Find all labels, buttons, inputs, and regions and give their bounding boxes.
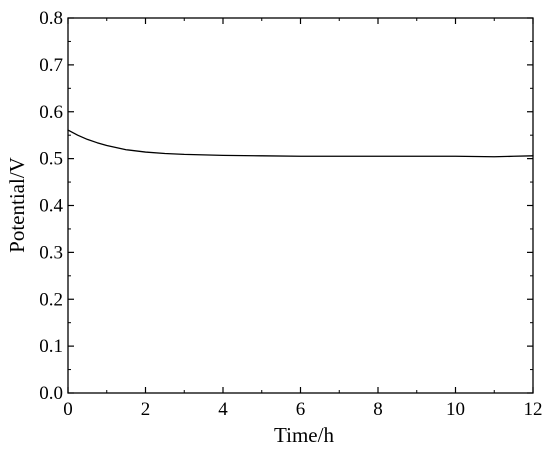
y-tick-label-0: 0.0 <box>39 383 63 404</box>
y-tick-label-4: 0.4 <box>39 196 63 217</box>
y-tick-label-1: 0.1 <box>39 336 63 357</box>
x-tick-label-3: 6 <box>296 399 306 420</box>
plot-frame <box>67 17 534 394</box>
y-tick-label-3: 0.3 <box>39 242 63 263</box>
x-tick-label-0: 0 <box>63 399 73 420</box>
y-axis-title: Potential/V <box>5 157 29 253</box>
y-tick-label-5: 0.5 <box>39 149 63 170</box>
x-tick-label-5: 10 <box>446 399 465 420</box>
plot-area: 0 2 4 6 8 10 12 0.0 0.1 0.2 0.3 0.4 0.5 0.6 0.7 0.8 <box>39 8 542 420</box>
x-tick-label-4: 8 <box>373 399 383 420</box>
x-tick-label-6: 12 <box>524 399 543 420</box>
x-axis-title: Time/h <box>274 423 334 447</box>
y-tick-label-6: 0.6 <box>39 102 63 123</box>
x-tick-label-1: 2 <box>141 399 151 420</box>
series-line-0 <box>67 129 534 158</box>
x-tick-label-2: 4 <box>218 399 228 420</box>
y-tick-label-7: 0.7 <box>39 55 63 76</box>
y-tick-label-8: 0.8 <box>39 8 63 29</box>
y-tick-label-2: 0.2 <box>39 289 63 310</box>
